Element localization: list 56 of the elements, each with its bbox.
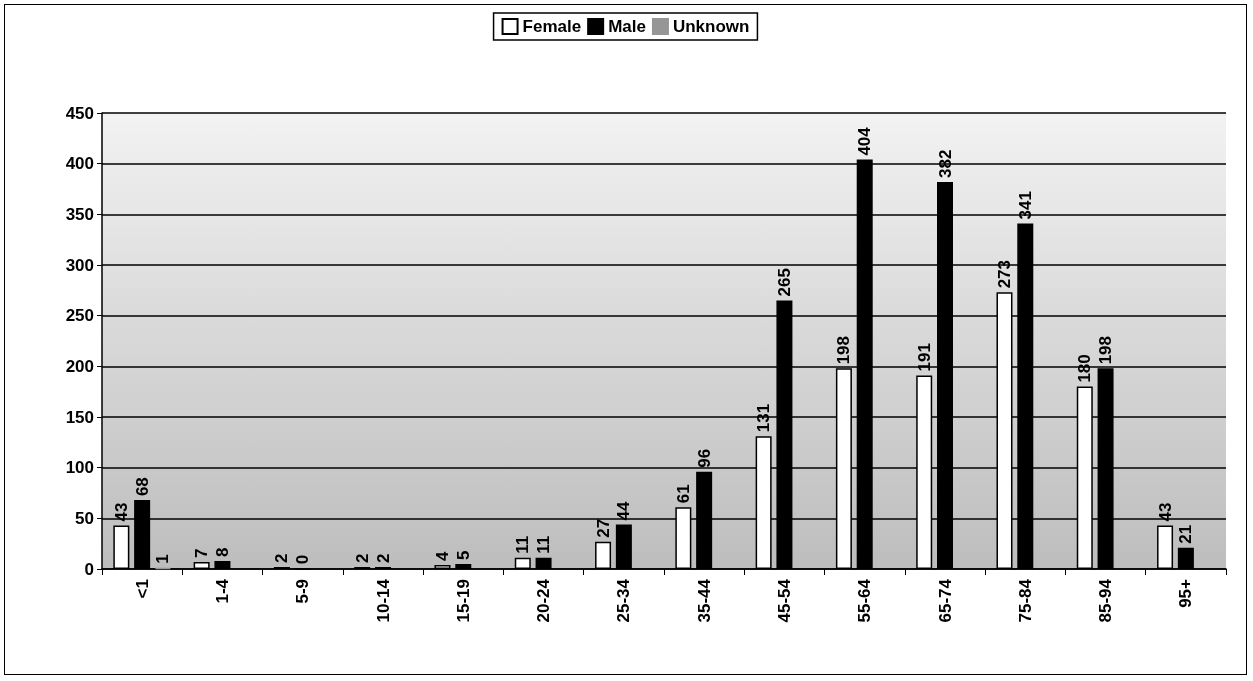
data-label: 198: [834, 335, 854, 365]
data-label: 180: [1075, 354, 1095, 383]
x-tick-label: 20-24: [534, 578, 554, 623]
data-label: 7: [192, 548, 212, 558]
x-tick-label: 75-84: [1015, 578, 1035, 623]
data-label: 2: [373, 553, 393, 563]
data-label: 341: [1015, 191, 1035, 220]
data-label: 21: [1176, 524, 1196, 544]
data-label: 8: [212, 547, 232, 557]
legend-label: Male: [608, 17, 646, 36]
data-label: 198: [1096, 335, 1116, 365]
data-label: 43: [111, 502, 131, 522]
y-tick-label: 100: [65, 458, 94, 478]
x-tick-label: <1: [132, 579, 152, 599]
y-tick-label: 250: [65, 306, 94, 326]
data-label: 0: [293, 554, 313, 565]
x-tick-label: 15-19: [453, 579, 473, 623]
data-label: 265: [774, 268, 794, 297]
data-label: 191: [914, 343, 934, 372]
y-tick-label: 0: [84, 559, 94, 579]
data-label: 43: [1155, 502, 1175, 522]
data-label: 2: [272, 553, 292, 563]
x-tick-label: 1-4: [212, 578, 232, 604]
y-tick-label: 450: [65, 103, 94, 123]
data-label: 131: [754, 403, 774, 433]
legend-label: Female: [522, 17, 582, 36]
y-tick-label: 200: [65, 356, 94, 376]
data-label: 27: [593, 518, 613, 538]
x-tick-label: 45-54: [774, 578, 794, 623]
data-label: 11: [534, 535, 554, 554]
data-label: 273: [994, 259, 1014, 289]
x-tick-label: 10-14: [373, 578, 393, 623]
data-label: 1: [153, 554, 173, 564]
legend-label: Unknown: [672, 17, 750, 36]
x-tick-label: 5-9: [293, 579, 313, 604]
x-tick-label: 55-64: [855, 578, 875, 623]
y-tick-label: 350: [65, 204, 94, 224]
y-tick-label: 400: [65, 154, 94, 174]
y-tick-label: 300: [65, 255, 94, 275]
data-label: 96: [694, 448, 714, 468]
data-label: 68: [132, 477, 152, 497]
x-tick-label: 95+: [1176, 578, 1196, 608]
data-label: 382: [935, 149, 955, 178]
data-label: 4: [432, 550, 452, 561]
data-label: 61: [673, 484, 693, 504]
y-tick-label: 150: [65, 407, 94, 427]
data-label: 11: [513, 535, 533, 554]
x-tick-label: 65-74: [935, 578, 955, 623]
data-label: 5: [453, 550, 473, 560]
data-label: 404: [855, 126, 875, 156]
x-tick-label: 25-34: [614, 578, 634, 623]
data-label: 44: [614, 500, 634, 521]
data-label: 2: [352, 553, 372, 563]
x-tick-label: 35-44: [694, 578, 714, 623]
y-tick-label: 50: [75, 508, 94, 528]
x-tick-label: 85-94: [1096, 578, 1116, 623]
